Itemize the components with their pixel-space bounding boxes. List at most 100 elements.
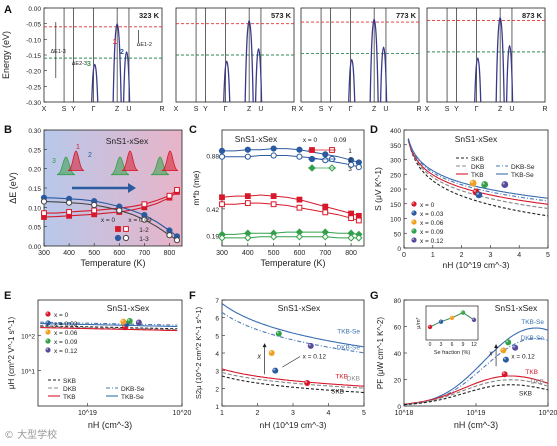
panel-b-legend-13: 1-3 xyxy=(139,236,149,243)
panel-d-xtick: 0 xyxy=(402,252,406,259)
panel-g-ylabel: PF (μW cm^-1 K^-2) xyxy=(376,317,385,389)
panel-e-legend-point-label: x = 0.06 xyxy=(54,330,78,337)
panel-d-xtick: 5 xyxy=(546,252,550,259)
panel-c-point xyxy=(244,234,252,242)
panel-d-ytick: 0 xyxy=(397,246,401,253)
panel-g-label-dkb: DKB xyxy=(531,378,544,385)
panel-a-kpoint-label: R xyxy=(291,106,296,113)
panel-d-legend-ball xyxy=(411,219,417,225)
panel-g-x012-annotation: x = 0.12 xyxy=(511,353,535,360)
panel-b-point xyxy=(66,209,72,215)
panel-d-data-point xyxy=(475,191,483,199)
panel-c-legend-label: 3 xyxy=(348,166,352,173)
panel-f-data-point-shine xyxy=(308,343,311,346)
panel-f-label-dkbse: DKB-Se xyxy=(337,345,361,352)
panel-e-ytick: 10^2 xyxy=(21,333,35,340)
panel-a-kpoint-label: X xyxy=(42,106,47,113)
panel-c-point xyxy=(347,234,355,242)
panel-e-curve xyxy=(40,327,178,332)
panel-a-kpoint-label: Γ xyxy=(475,106,479,113)
panel-c-series-line xyxy=(222,236,359,239)
panel-a-kpoint-label: Z xyxy=(115,106,120,113)
panel-a-band xyxy=(112,23,122,103)
panel-a-kpoint-label: S xyxy=(445,106,450,113)
panel-e-data-point xyxy=(126,317,133,324)
panel-a-ytick: -0.10 xyxy=(26,37,41,44)
panel-c-xtick: 400 xyxy=(242,250,254,257)
panel-a-de13-label: ΔE1-3 xyxy=(51,49,66,55)
panel-b-xtick: 800 xyxy=(164,250,176,257)
panel-c-xtick: 500 xyxy=(268,250,280,257)
panel-d-legend-ball xyxy=(411,237,417,243)
panel-e-xtick: 10^19 xyxy=(78,410,97,417)
panel-e-ylabel: μH (cm^2 V^-1 s^-1) xyxy=(7,317,16,390)
panel-b-point xyxy=(173,237,181,244)
panel-a-band xyxy=(244,19,254,103)
panel-a-band-2-label: 2 xyxy=(120,47,124,56)
panel-a-kpoint-label: Γ xyxy=(92,106,96,113)
panel-f-data-point xyxy=(268,350,275,356)
panel-d-ytick: 200 xyxy=(390,187,401,194)
panel-f-label-tkbse: TKB-Se xyxy=(337,328,360,335)
panel-f-pointer xyxy=(282,356,301,368)
panel-f-data-point xyxy=(272,367,279,374)
panel-c-point xyxy=(270,201,277,208)
panel-f-title: SnS1-xSex xyxy=(278,303,321,313)
panel-c-ytick: 0.88 xyxy=(206,154,219,161)
panel-a-subplot xyxy=(426,7,546,103)
panel-c-point xyxy=(219,201,225,208)
panel-g-data-point-shine xyxy=(506,340,509,343)
panel-g-ytick: 40 xyxy=(394,351,402,358)
panel-g-inset-point-shine xyxy=(439,320,442,322)
panel-a-kpoint-label: S xyxy=(62,106,67,113)
panel-c-point xyxy=(218,153,226,160)
panel-d-legend-label: TKB-Se xyxy=(511,172,534,179)
panel-d-curve xyxy=(407,138,549,202)
panel-b-cartoon-2: 2 xyxy=(88,152,92,159)
panel-g-data-point xyxy=(505,339,512,346)
panel-d-legend-point-label: x = 0.03 xyxy=(420,211,444,218)
panel-e-legend-ball xyxy=(45,338,51,344)
panel-a-kpoint-label: Y xyxy=(454,106,459,113)
panel-d-title: SnS1-xSex xyxy=(455,134,498,144)
panel-e-data-point xyxy=(120,318,127,325)
panel-a-band xyxy=(505,44,514,103)
panel-b-legend-marker xyxy=(122,234,130,242)
panel-b-legend-x0: x = 0 xyxy=(101,217,116,224)
panel-b-point xyxy=(91,201,98,209)
panel-g-inset-point-shine xyxy=(428,325,431,327)
panel-a-kpoint-label: R xyxy=(416,106,421,113)
panel-a-ytick: -0.25 xyxy=(26,84,41,91)
panel-g-inset-xtick: 3 xyxy=(440,342,443,348)
panel-f-ytick: 6 xyxy=(215,316,219,323)
panel-c-point xyxy=(348,215,354,222)
panel-c-xtick: 300 xyxy=(216,250,228,257)
panel-e-legend-point-label: x = 0.03 xyxy=(54,321,78,328)
panel-a-band xyxy=(223,60,231,103)
panel-b-xtick: 600 xyxy=(113,250,125,257)
panel-f-ytick: 4 xyxy=(215,351,219,358)
panel-f-data-point xyxy=(304,380,311,387)
panel-g-ytick: 0 xyxy=(397,404,401,411)
panel-e-legend-label: DKB xyxy=(63,386,76,393)
panel-g-inset-xtick: 12 xyxy=(471,342,477,348)
panel-d-legend-ball xyxy=(411,228,417,234)
panel-label-d: D xyxy=(370,124,378,136)
panel-c-point xyxy=(347,161,355,168)
panel-g-data-point-shine xyxy=(502,372,505,375)
panel-c-point xyxy=(244,153,251,160)
panel-c-point xyxy=(244,193,251,200)
panel-c-legend-x009: 0.09 xyxy=(334,137,347,144)
panel-e-title: SnS1-xSex xyxy=(107,303,150,313)
panel-g-inset-point xyxy=(427,324,433,330)
panel-b-point xyxy=(141,201,148,208)
panel-g-inset-frame xyxy=(425,305,479,341)
panel-label-b: B xyxy=(4,124,12,136)
panel-e-frame xyxy=(37,299,183,407)
panel-g-data-point-shine xyxy=(513,345,516,348)
panel-b-point xyxy=(91,207,98,214)
panel-e-data-point xyxy=(135,319,142,326)
panel-e-legend-point-label: x = 0.12 xyxy=(54,348,78,355)
panel-b-ytick: 0.10 xyxy=(28,205,41,212)
